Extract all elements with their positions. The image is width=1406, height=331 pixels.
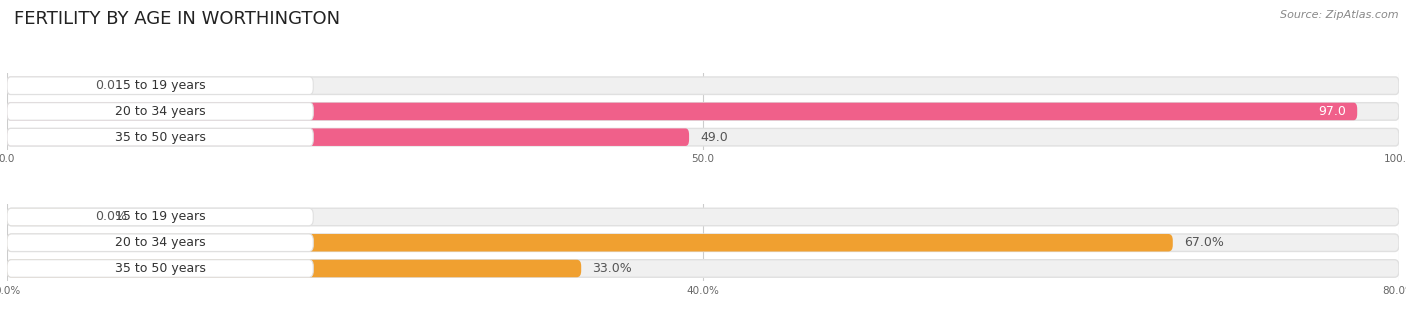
Text: 33.0%: 33.0% (592, 262, 633, 275)
FancyBboxPatch shape (7, 208, 1399, 226)
FancyBboxPatch shape (7, 234, 1399, 252)
Text: 67.0%: 67.0% (1184, 236, 1223, 249)
Text: 0.0: 0.0 (94, 79, 115, 92)
FancyBboxPatch shape (7, 260, 581, 277)
Text: 49.0: 49.0 (700, 131, 728, 144)
FancyBboxPatch shape (7, 103, 1357, 120)
FancyBboxPatch shape (7, 128, 1399, 146)
FancyBboxPatch shape (7, 260, 1399, 277)
FancyBboxPatch shape (7, 103, 1399, 120)
FancyBboxPatch shape (7, 77, 83, 94)
Text: 20 to 34 years: 20 to 34 years (115, 105, 205, 118)
Text: 35 to 50 years: 35 to 50 years (115, 131, 205, 144)
FancyBboxPatch shape (7, 77, 1399, 94)
FancyBboxPatch shape (7, 77, 314, 94)
FancyBboxPatch shape (7, 234, 1173, 252)
Text: 15 to 19 years: 15 to 19 years (115, 211, 205, 223)
Text: FERTILITY BY AGE IN WORTHINGTON: FERTILITY BY AGE IN WORTHINGTON (14, 10, 340, 28)
FancyBboxPatch shape (7, 128, 314, 146)
Text: 0.0%: 0.0% (94, 211, 127, 223)
Text: Source: ZipAtlas.com: Source: ZipAtlas.com (1281, 10, 1399, 20)
FancyBboxPatch shape (7, 234, 314, 252)
FancyBboxPatch shape (7, 208, 314, 226)
Text: 35 to 50 years: 35 to 50 years (115, 262, 205, 275)
Text: 97.0: 97.0 (1319, 105, 1346, 118)
Text: 15 to 19 years: 15 to 19 years (115, 79, 205, 92)
FancyBboxPatch shape (7, 128, 689, 146)
Text: 20 to 34 years: 20 to 34 years (115, 236, 205, 249)
FancyBboxPatch shape (7, 208, 83, 226)
FancyBboxPatch shape (7, 103, 314, 120)
FancyBboxPatch shape (7, 260, 314, 277)
